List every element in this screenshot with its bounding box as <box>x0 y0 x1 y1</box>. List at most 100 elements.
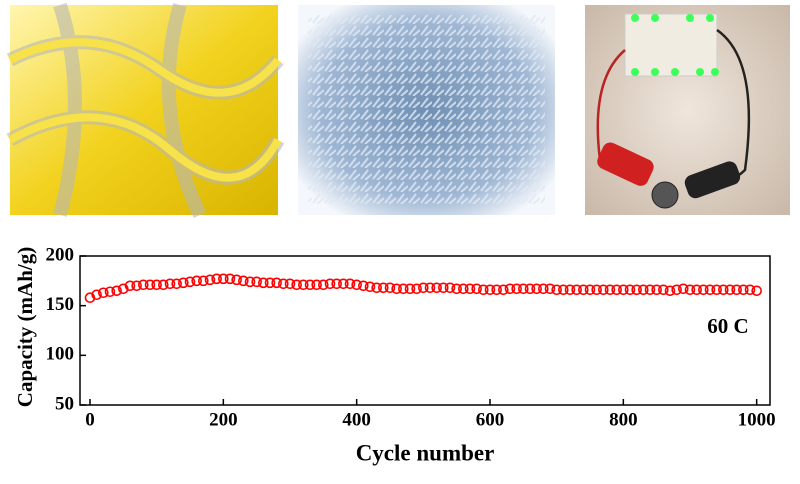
data-point <box>231 274 242 286</box>
data-point <box>104 286 116 298</box>
data-point <box>98 287 109 299</box>
data-point <box>384 282 396 294</box>
data-point <box>84 292 96 304</box>
data-point <box>364 281 376 293</box>
y-tick-label: 50 <box>55 393 74 414</box>
image-nanostructure-sem <box>298 5 555 215</box>
x-tick-label: 400 <box>342 409 371 430</box>
data-point <box>531 283 542 295</box>
data-point <box>91 289 102 301</box>
data-point <box>211 273 222 285</box>
data-point <box>711 284 722 296</box>
data-point <box>751 285 762 297</box>
annotation: 60 C <box>707 314 748 338</box>
data-point <box>131 280 142 292</box>
data-point <box>664 285 676 297</box>
data-point <box>584 284 596 296</box>
data-point <box>298 279 309 291</box>
data-point <box>544 283 556 295</box>
data-point <box>591 284 602 296</box>
data-point <box>578 284 589 296</box>
data-point <box>458 283 469 295</box>
data-point <box>518 283 529 295</box>
data-point <box>331 278 342 290</box>
data-point <box>618 284 629 296</box>
data-point <box>638 284 649 296</box>
data-point <box>111 285 122 297</box>
data-point <box>218 273 229 285</box>
data-point <box>684 284 696 296</box>
x-axis-label: Cycle number <box>356 440 495 465</box>
data-point <box>691 284 702 296</box>
data-point <box>724 284 736 296</box>
data-point <box>551 284 562 296</box>
data-point <box>264 277 276 289</box>
data-point <box>571 284 582 296</box>
data-point <box>524 283 536 295</box>
data-point <box>278 278 289 290</box>
data-point <box>698 284 709 296</box>
data-point <box>171 278 182 290</box>
image-led-demo <box>585 5 790 215</box>
data-point <box>484 284 496 296</box>
data-point <box>404 283 416 295</box>
data-point <box>731 284 742 296</box>
x-tick-label: 600 <box>476 409 505 430</box>
data-point <box>238 275 249 287</box>
plot-frame <box>79 255 771 406</box>
data-point <box>538 283 549 295</box>
data-point <box>611 284 622 296</box>
data-point <box>291 279 302 291</box>
data-point <box>244 276 256 288</box>
data-point <box>271 277 282 289</box>
data-point <box>644 284 656 296</box>
y-tick-label: 200 <box>46 244 75 265</box>
data-point <box>564 284 576 296</box>
y-tick-label: 150 <box>46 294 75 315</box>
x-tick-label: 0 <box>85 409 95 430</box>
data-point <box>144 279 156 291</box>
data-point <box>124 280 136 292</box>
data-point <box>191 275 202 287</box>
data-point <box>304 279 316 291</box>
data-point <box>491 284 502 296</box>
data-point <box>504 283 516 295</box>
data-point <box>164 278 176 290</box>
data-point <box>158 279 169 291</box>
data-point <box>604 284 616 296</box>
data-point <box>224 273 236 285</box>
data-point <box>118 283 129 295</box>
data-point <box>418 282 429 294</box>
data-point <box>438 282 449 294</box>
image-nanostructure-yellow <box>6 2 285 219</box>
data-point <box>498 284 509 296</box>
data-point <box>311 279 322 291</box>
data-point <box>598 284 609 296</box>
data-point <box>378 282 389 294</box>
data-point <box>324 278 336 290</box>
x-tick-label: 200 <box>209 409 238 430</box>
data-point <box>344 278 356 290</box>
data-point <box>351 279 362 291</box>
data-point <box>358 280 369 292</box>
x-tick-label: 800 <box>609 409 638 430</box>
data-point <box>464 283 476 295</box>
data-point <box>471 283 482 295</box>
data-point <box>558 284 569 296</box>
data-point <box>651 284 662 296</box>
data-point <box>251 276 262 288</box>
data-point <box>631 284 642 296</box>
data-point <box>704 284 716 296</box>
y-axis-label: Capacity (mAh/g) <box>13 247 37 407</box>
data-point <box>411 283 422 295</box>
data-point <box>284 278 296 290</box>
data-point <box>338 278 349 290</box>
data-point <box>444 282 456 294</box>
data-point <box>398 283 409 295</box>
data-point <box>624 284 636 296</box>
data-point <box>198 275 209 287</box>
data-point <box>258 277 269 289</box>
data-point <box>678 283 689 295</box>
data-point <box>391 283 402 295</box>
